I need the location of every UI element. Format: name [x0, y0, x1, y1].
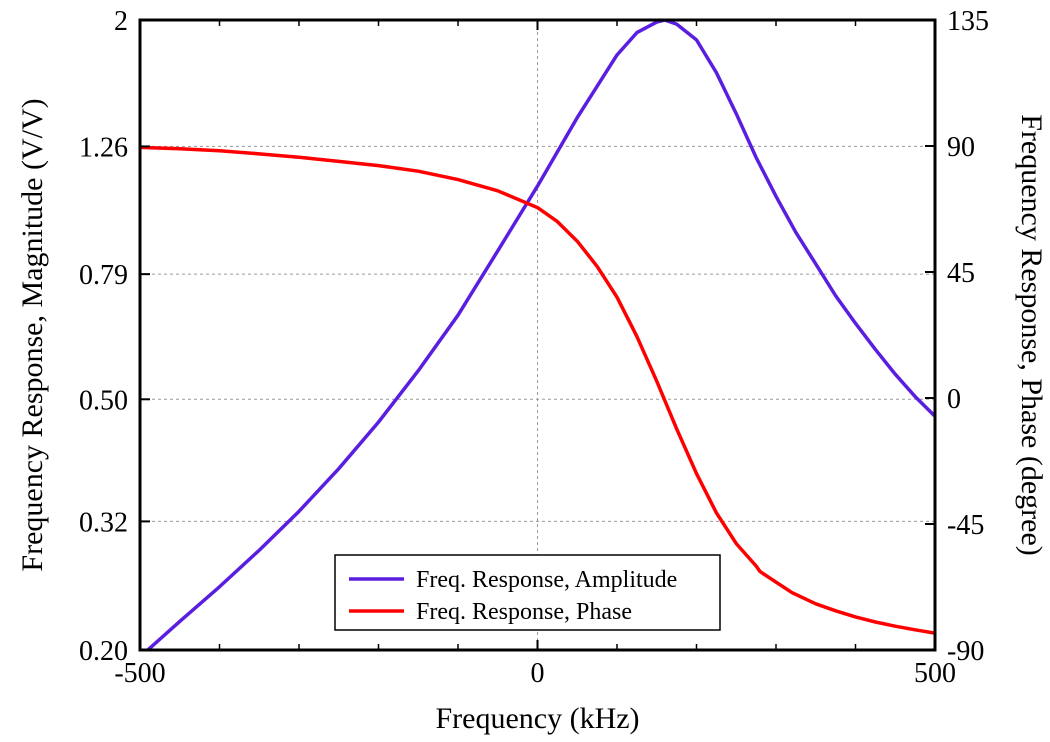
y-left-tick-label: 0.32 — [79, 507, 128, 538]
y-right-tick-label: 0 — [947, 384, 961, 415]
frequency-response-chart: -50005000.200.320.500.791.262-90-4504590… — [0, 0, 1050, 742]
y-left-axis-label: Frequency Response, Magnitude (V/V) — [16, 98, 49, 571]
chart-container: -50005000.200.320.500.791.262-90-4504590… — [0, 0, 1050, 742]
y-right-tick-label: 135 — [947, 6, 989, 37]
y-right-tick-label: -90 — [947, 636, 984, 667]
legend-label: Freq. Response, Phase — [416, 599, 632, 625]
y-right-tick-label: 90 — [947, 132, 975, 163]
legend: Freq. Response, Amplitude Freq. Response,… — [335, 555, 720, 630]
x-axis-label: Frequency (kHz) — [435, 702, 639, 735]
y-right-tick-label: 45 — [947, 258, 975, 289]
y-left-tick-label: 0.20 — [79, 636, 128, 667]
y-right-axis-label: Frequency Response, Phase (degree) — [1015, 114, 1048, 556]
y-right-tick-label: -45 — [947, 510, 984, 541]
y-left-tick-label: 1.26 — [79, 132, 128, 163]
y-left-tick-label: 0.50 — [79, 385, 128, 416]
y-left-tick-label: 0.79 — [79, 260, 128, 291]
legend-label: Freq. Response, Amplitude — [416, 567, 677, 593]
x-tick-label: 0 — [531, 658, 545, 689]
y-left-tick-label: 2 — [114, 6, 128, 37]
